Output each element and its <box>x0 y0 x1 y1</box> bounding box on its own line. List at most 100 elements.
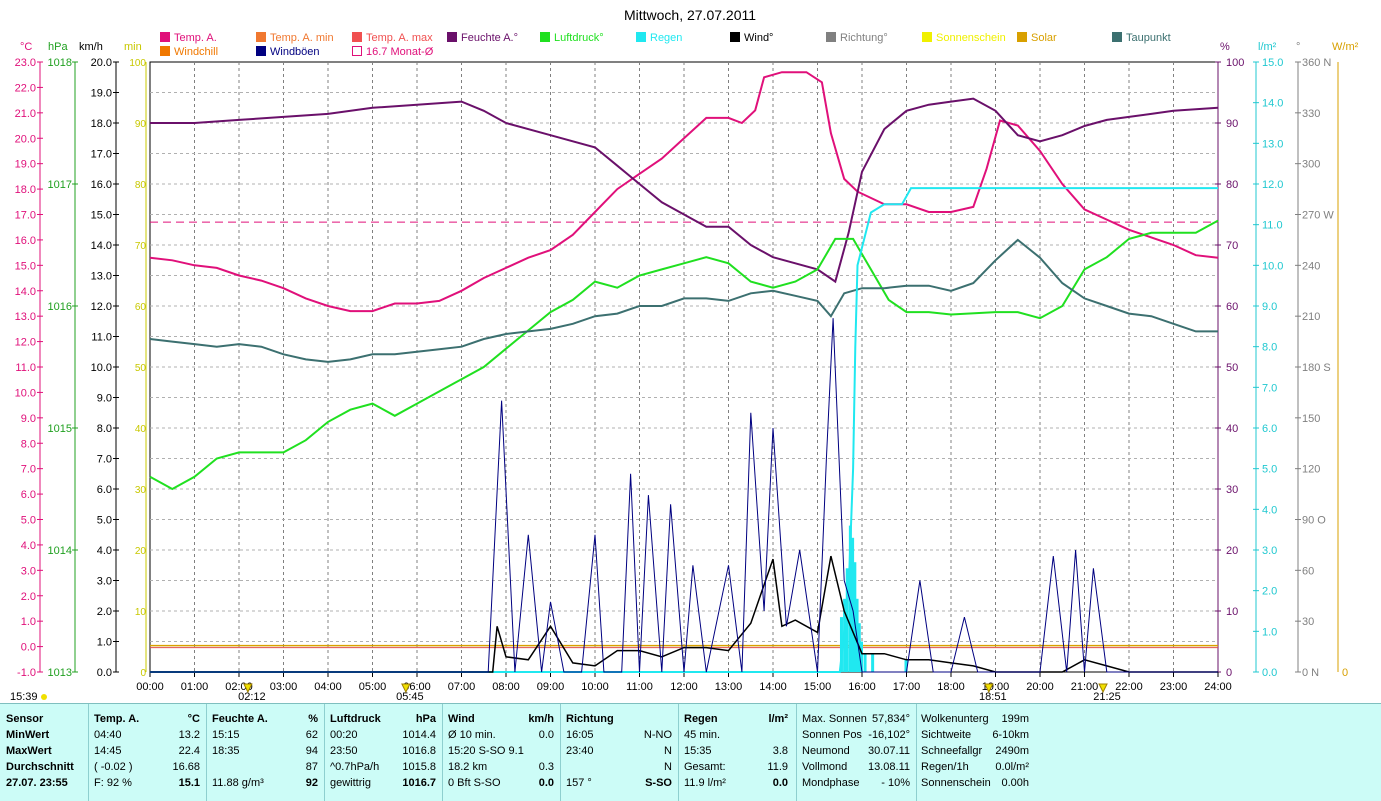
x-tick-label: 03:00 <box>270 681 298 693</box>
y-tick-kmh: 6.0 <box>97 484 112 496</box>
y-tick-hpa: 1013 <box>48 667 72 679</box>
y-tick-temp: 21.0 <box>15 108 36 120</box>
rain-bar <box>853 562 857 672</box>
temp-column: Temp. A. °C 04:40 13.2 14:45 22.4 ( -0.02 ) 16.… <box>94 704 204 801</box>
y-tick-wm2: 0 <box>1342 667 1348 679</box>
legend-swatch <box>160 46 170 56</box>
y-tick-temp: 22.0 <box>15 82 36 94</box>
column-row: 45 min. <box>684 728 792 742</box>
column-header: Wind km/h <box>448 713 554 725</box>
y-tick-kmh: 12.0 <box>91 301 112 313</box>
y-tick-rain: 7.0 <box>1262 382 1277 394</box>
info-value: 0.0l/m² <box>995 761 1029 773</box>
row-label: 00:20 <box>330 729 358 741</box>
y-tick-kmh: 17.0 <box>91 149 112 161</box>
y-tick-kmh: 16.0 <box>91 179 112 191</box>
legend-item: Wind° <box>730 32 773 44</box>
info-label: Sonnen Pos <box>802 729 862 741</box>
row-label: F: 92 % <box>94 777 132 789</box>
y-tick-kmh: 1.0 <box>97 637 112 649</box>
info-row: Vollmond 13.08.11 <box>802 760 914 774</box>
y-tick-rain: 9.0 <box>1262 301 1277 313</box>
x-tick-label: 17:00 <box>893 681 921 693</box>
x-tick-label: 11:00 <box>626 681 653 693</box>
legend-swatch <box>447 32 457 42</box>
info-value: 0.00h <box>1001 777 1029 789</box>
series-line <box>150 318 1218 673</box>
y-tick-rain: 6.0 <box>1262 423 1277 435</box>
axis-header-min: min <box>124 41 142 53</box>
y-tick-temp: 19.0 <box>15 159 36 171</box>
column-row: 157 ° S-SO <box>566 776 676 790</box>
column-unit: km/h <box>528 713 554 725</box>
y-tick-kmh: 20.0 <box>91 57 112 69</box>
row-label: 11.88 g/m³ <box>212 777 264 789</box>
x-tick-label: 13:00 <box>715 681 743 693</box>
series-line <box>149 219 1219 491</box>
y-tick-temp: 1.0 <box>21 616 36 628</box>
info-value: 2490m <box>995 745 1029 757</box>
info-row: Max. Sonnen 57,834° <box>802 712 914 726</box>
column-row: 16:05 N-NO <box>566 728 676 742</box>
y-tick-pct: 10 <box>1226 606 1238 618</box>
y-tick-pct: 50 <box>1226 362 1238 374</box>
x-tick-label: 18:00 <box>937 681 965 693</box>
column-unit: °C <box>187 713 200 725</box>
legend-label: Temp. A. max <box>366 32 433 44</box>
row-label: 18:35 <box>212 745 240 757</box>
column-row: 23:50 1016.8 <box>330 744 440 758</box>
rain-column: Regen l/m² 45 min. 15:35 3.8 Gesamt: 11.9 11.9 … <box>684 704 792 801</box>
info-label: Sonnenschein <box>921 777 991 789</box>
y-tick-kmh: 7.0 <box>97 454 112 466</box>
legend-item: Luftdruck° <box>540 32 604 44</box>
y-tick-rain: 3.0 <box>1262 545 1277 557</box>
info-label: Wolkenunterg <box>921 713 989 725</box>
y-tick-temp: 10.0 <box>15 387 36 399</box>
y-tick-temp: 7.0 <box>21 464 36 476</box>
legend-item: Richtung° <box>826 32 888 44</box>
column-row: 15:20 S-SO 9.1 <box>448 744 558 758</box>
x-tick-label: 14:00 <box>759 681 787 693</box>
column-header: Luftdruck hPa <box>330 713 436 725</box>
y-tick-hpa: 1015 <box>48 423 72 435</box>
axis-header-c: °C <box>20 41 32 53</box>
column-row: 87 <box>212 760 322 774</box>
row-label: 14:45 <box>94 745 122 757</box>
y-tick-kmh: 2.0 <box>97 606 112 618</box>
row-label: ^0.7hPa/h <box>330 761 380 773</box>
row-value: 0.0 <box>772 777 788 789</box>
series-line <box>149 238 1218 363</box>
x-tick-label: 21:00 <box>1071 681 1099 693</box>
sun-time-label: 21:25 <box>1093 691 1121 703</box>
legend-item: Regen <box>636 32 682 44</box>
row-label: 11.9 l/m² <box>684 777 726 789</box>
row-label: gewittrig <box>330 777 371 789</box>
y-tick-dir: 120 <box>1302 464 1320 476</box>
y-tick-dir: 270 W <box>1302 210 1334 222</box>
y-tick-min: 40 <box>135 424 147 435</box>
row-value: 15.1 <box>178 777 200 789</box>
y-tick-rain: 12.0 <box>1262 179 1283 191</box>
y-tick-temp: 9.0 <box>21 413 36 425</box>
y-tick-kmh: 14.0 <box>91 240 112 252</box>
y-tick-min: 80 <box>135 180 147 191</box>
y-tick-temp: 8.0 <box>21 438 36 450</box>
legend-item: Taupunkt <box>1112 32 1171 44</box>
info-value: 30.07.11 <box>867 745 910 757</box>
y-tick-rain: 14.0 <box>1262 98 1283 110</box>
row-value: 1016.7 <box>402 777 436 789</box>
y-tick-rain: 8.0 <box>1262 342 1277 354</box>
y-tick-kmh: 8.0 <box>97 423 112 435</box>
y-tick-min: 70 <box>135 241 147 252</box>
y-tick-kmh: 13.0 <box>91 271 112 283</box>
row-value: 92 <box>305 777 318 789</box>
sun-column: Max. Sonnen 57,834° Sonnen Pos -16,102° Neum… <box>802 704 914 801</box>
y-tick-temp: 3.0 <box>21 565 36 577</box>
axis-header-hpa: hPa <box>48 41 68 53</box>
column-header: Regen l/m² <box>684 713 788 725</box>
legend-item: Sonnenschein <box>922 32 1006 44</box>
info-row: Mondphase - 10% <box>802 776 914 790</box>
info-label: Sichtweite <box>921 729 972 741</box>
row-label: ( -0.02 ) <box>94 761 133 773</box>
legend-label: Wind° <box>744 32 773 44</box>
